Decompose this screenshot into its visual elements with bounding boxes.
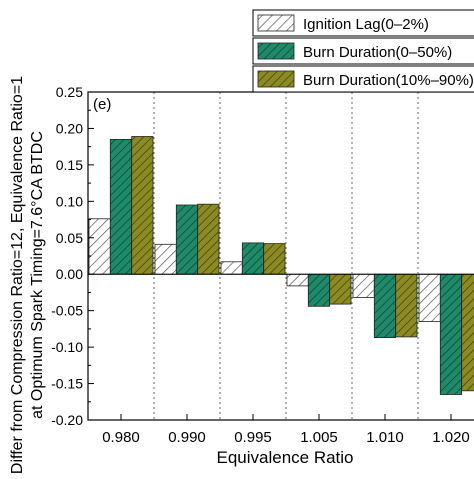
x-tick-label: 0.980 [102,429,140,446]
bar-series-1-0.995 [220,261,243,275]
y-tick-label: -0.10 [51,339,83,355]
bar-series-3-0.990 [197,203,220,275]
x-tick-label: 1.020 [432,429,470,446]
y-tick-label: 0.10 [56,193,83,209]
x-tick-label: 0.995 [234,429,272,446]
bar-series-1-1.010 [352,273,375,298]
y-axis-title-line-2: at Optimum Spark Timing=7.6°CA BTDC [29,131,46,419]
y-tick-label: 0.00 [56,266,83,282]
panel-label: (e) [93,96,111,113]
y-tick-label: -0.15 [51,376,83,392]
bar-series-3-1.010 [395,273,418,338]
bar-series-3-0.995 [263,243,286,275]
x-axis: 0.980 0.990 0.995 1.005 1.010 1.020 [102,414,470,446]
y-axis-title-line-1: Differ from Compression Ratio=12, Equiva… [9,76,26,474]
bar-series-1-1.005 [286,273,309,287]
legend-swatch-2 [257,42,295,60]
bar-series-1-0.980 [88,218,111,275]
legend-swatch-1 [257,14,295,32]
bar-series-2-0.980 [109,138,133,275]
legend-label-2: Burn Duration(0–50%) [303,44,452,61]
bar-series-3-1.005 [329,273,352,305]
bar-series-2-1.005 [307,273,330,307]
y-tick-label: 0.05 [56,230,83,246]
bar-series-3-1.020 [461,273,474,392]
x-tick-label: 0.990 [168,429,206,446]
bar-series-2-0.995 [241,242,265,275]
bar-series-1-1.020 [418,273,441,323]
bar-series [88,136,474,395]
y-tick-label: 0.20 [56,120,83,136]
legend-swatch-3 [257,70,295,88]
y-tick-label: -0.05 [51,303,83,319]
bar-series-2-0.990 [175,204,199,275]
y-tick-label: 0.25 [56,84,83,100]
x-tick-label: 1.010 [366,429,404,446]
y-tick-label: 0.15 [56,157,83,173]
x-tick-label: 1.005 [300,429,338,446]
legend-label-1: Ignition Lag(0–2%) [303,16,429,33]
y-axis-title: Differ from Compression Ratio=12, Equiva… [9,76,46,474]
legend-item-frame [252,65,474,93]
bar-series-2-1.020 [439,273,462,395]
y-axis: -0.20 -0.15 -0.10 -0.05 0.00 0.05 0.10 0.15 0.20… [51,84,94,428]
x-axis-title: Equivalence Ratio [216,448,353,467]
bar-series-1-0.990 [154,243,177,275]
bar-series-3-0.980 [131,136,154,275]
legend-label-3: Burn Duration(10%–90%) [303,72,474,89]
bar-series-2-1.010 [373,273,396,339]
y-tick-label: -0.20 [51,412,83,428]
legend: Ignition Lag(0–2%) Burn Duration(0–50%) Bu… [252,9,474,93]
